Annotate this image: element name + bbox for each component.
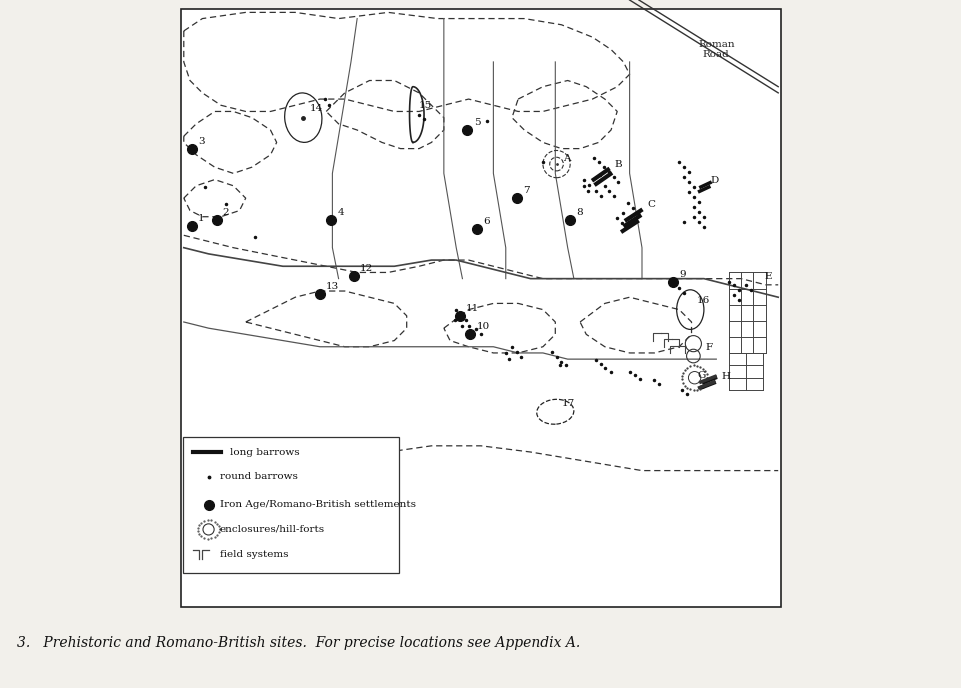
- Text: 15: 15: [419, 101, 431, 110]
- Text: 12: 12: [359, 264, 373, 272]
- Text: Roman
Road: Roman Road: [698, 40, 734, 59]
- Text: 5: 5: [473, 118, 480, 127]
- Text: 11: 11: [466, 304, 479, 313]
- Text: D: D: [709, 175, 718, 184]
- FancyBboxPatch shape: [181, 10, 780, 607]
- Text: 17: 17: [561, 398, 574, 407]
- Text: H: H: [721, 372, 729, 381]
- Text: 8: 8: [576, 208, 582, 217]
- Text: 13: 13: [326, 282, 339, 291]
- Text: A: A: [562, 154, 570, 163]
- Text: 3.   Prehistoric and Romano-British sites.  For precise locations see Appendix A: 3. Prehistoric and Romano-British sites.…: [17, 636, 579, 650]
- Text: 16: 16: [696, 297, 709, 305]
- Text: 14: 14: [309, 105, 322, 114]
- Text: Iron Age/Romano-British settlements: Iron Age/Romano-British settlements: [219, 500, 415, 509]
- Text: 1: 1: [198, 214, 205, 223]
- Text: C: C: [647, 200, 654, 209]
- Text: 9: 9: [678, 270, 685, 279]
- Text: long barrows: long barrows: [230, 447, 300, 457]
- Text: B: B: [613, 160, 621, 169]
- Text: G: G: [697, 371, 705, 380]
- Text: 7: 7: [523, 186, 530, 195]
- Text: 6: 6: [483, 217, 489, 226]
- FancyBboxPatch shape: [183, 437, 399, 572]
- Text: 3: 3: [198, 137, 205, 146]
- Text: field systems: field systems: [219, 550, 288, 559]
- Text: round barrows: round barrows: [219, 472, 297, 482]
- Text: enclosures/hill-forts: enclosures/hill-forts: [219, 525, 325, 534]
- Text: 10: 10: [476, 323, 489, 332]
- Text: E: E: [764, 272, 772, 281]
- Text: F: F: [704, 343, 711, 352]
- Text: 2: 2: [223, 208, 229, 217]
- Text: 4: 4: [337, 208, 344, 217]
